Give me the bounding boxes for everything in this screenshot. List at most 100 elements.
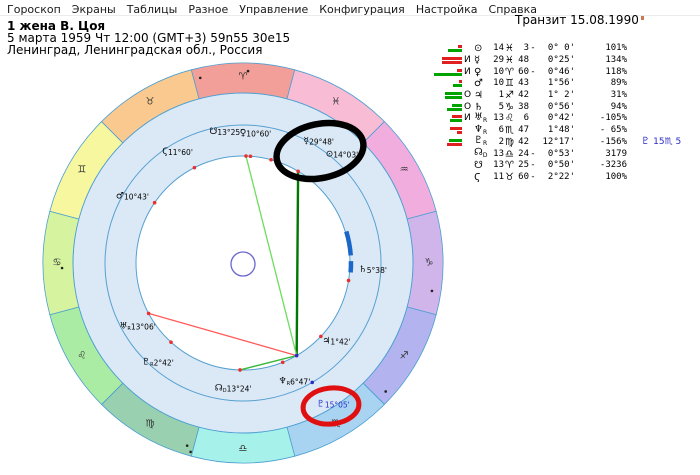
planet-marker-north-node [238,368,242,372]
separator: - [530,43,536,54]
menu-item-таблицы[interactable]: Таблицы [126,3,178,16]
degree-value: 6 [498,125,504,136]
degree-dot [246,69,250,73]
orb-value: 0°25' [547,55,575,66]
planet-marker-venus [248,154,253,159]
orb-value: 1°48' [547,125,575,136]
north-node-icon: ☊D [474,147,488,160]
aspect-row-saturn[interactable]: О ♄ 5 ♑ 38 0°56' 94% [434,101,681,113]
chart-title: 1 жена В. Цоя [7,19,106,33]
orb-value: 0°53' [547,148,575,159]
menu-item-гороскоп[interactable]: Гороскоп [7,3,61,16]
menu-item-экраны[interactable]: Экраны [71,3,116,16]
black-highlight-ellipse [273,119,367,183]
cancer-glyph: ♋ [53,258,62,269]
degree-dot [189,450,192,454]
aspect-row-north-node[interactable]: ☊D 13 ♎ 24-0°53' 3179 [434,147,681,160]
strength-value: 94% [610,101,627,112]
planet-label-saturn[interactable]: ♄5°38' [359,265,387,275]
aspect-letter: О [464,90,472,101]
sign-icon: ♓ [505,43,514,55]
pisces-glyph: ♓ [332,96,341,107]
degree-dot [384,390,387,393]
menu-item-настройка[interactable]: Настройка [415,3,478,16]
planet-label-south-node[interactable]: ☋13°25' [209,127,242,137]
aspect-row-mercury[interactable]: И ☿ 29 ♓ 48 0°25' 134% [434,55,681,67]
planet-label-mercury[interactable]: ☿29°48' [304,137,334,147]
degree-dot [430,289,434,293]
aries-glyph: ♈ [239,72,248,83]
planet-marker-pluto-transit [294,353,299,358]
aquarius-glyph: ♒ [400,165,409,176]
planet-marker-mercury [269,157,273,162]
strength-bars [434,57,462,65]
sign-icon: ♊ [505,78,514,90]
pluto-icon: ♇R [474,135,488,148]
sign-icon: ♈ [505,66,514,78]
planet-label-jupiter[interactable]: ♃1°42' [322,336,350,346]
aspect-row-neptune[interactable]: ♆R 6 ♏ 47 1°48' - 65% [434,124,681,137]
planet-marker-uranus [146,311,151,316]
orb-value: 1° 2' [547,90,575,101]
aspect-row-pluto[interactable]: ♇R 2 ♍ 42 12°17' -156% ♇ 15♏ 5 [434,135,682,149]
planet-label-pluto[interactable]: ♇R2°42' [142,358,174,369]
saturn-icon: ♄ [474,101,483,113]
menu-bar: Гороскоп Экраны Таблицы Разное Управление Кон… [7,3,537,16]
blue-arc-marker [344,230,353,256]
orb-value: 0°56' [547,101,575,112]
minute-value: 42 [518,136,529,147]
degree-value: 11 [493,171,504,182]
sagittarius-glyph: ♐ [400,351,409,362]
orb-value: 0°50' [547,160,575,171]
aspect-row-sun[interactable]: ⊙ 14 ♓ 3-0° 0' 101% [434,43,681,55]
menu-item-управление[interactable]: Управление [239,3,309,16]
aspect-row-uranus[interactable]: И ♅R 13 ♌ 6 0°42' -105% [434,112,681,125]
aspect-line [239,354,297,371]
sign-icon: ♑ [505,101,514,113]
virgo-glyph: ♍ [146,419,155,430]
sign-icon: ♓ [505,55,514,67]
sign-icon: ♉ [505,171,514,183]
planet-label-uranus[interactable]: ♅R13°06' [119,321,155,332]
degree-dot [198,76,202,80]
sign-icon: ♌ [505,113,514,125]
aspect-row-jupiter[interactable]: О ♃ 1 ♐ 42 1° 2' 31% [434,90,681,102]
minute-value: 60 [518,66,529,77]
aspect-row-venus[interactable]: И ♀ 10 ♈ 60-0°46' 118% [434,66,681,78]
planet-label-sun[interactable]: ⊙14°03' [326,149,358,159]
aspect-row-south-node[interactable]: ☋ 13 ♈ 25-0°50' -3236 [434,160,681,172]
planet-marker-saturn [346,278,351,283]
aspect-line [295,171,300,356]
strength-value: 134% [605,55,627,66]
aspect-row-chiron[interactable]: Ϛ 11 ♉ 60-2°22' 100% [434,172,681,184]
menu-item-конфигурация[interactable]: Конфигурация [319,3,405,16]
strength-value: 100% [605,171,627,182]
minute-value: 25 [518,160,529,171]
minute-value: 38 [518,101,529,112]
sun-icon: ⊙ [474,43,483,55]
menu-item-справка[interactable]: Справка [488,3,537,16]
menu-separator [0,15,700,16]
planet-label-neptune[interactable]: ♆R6°47' [279,376,311,387]
mid-ring-border [104,124,382,402]
minute-value: 60 [518,171,529,182]
minute-value: 47 [518,125,529,136]
strength-value: - 65% [599,125,627,136]
planet-label-north-node[interactable]: ☊D13°24' [215,384,252,395]
sign-icon: ♎ [505,148,514,160]
planet-label-chiron[interactable]: Ϛ11°60' [162,147,193,157]
jupiter-icon: ♃ [474,90,483,102]
menu-item-разное[interactable]: Разное [188,3,229,16]
orb-value: 0°46' [547,66,575,77]
aspect-letter: И [464,113,471,124]
planet-label-mars[interactable]: ♂10°43' [116,192,149,202]
libra-glyph: ♎ [239,444,248,455]
planet-marker-chiron [192,165,197,170]
planet-label-pluto-transit[interactable]: ♇15°05' [317,400,350,410]
transit-pluto-note: ♇ 15♏ 5 [641,136,682,148]
planet-label-venus[interactable]: ♀10°60' [240,129,272,139]
zodiac-sign-taurus[interactable] [101,69,200,144]
strength-bars [434,80,462,88]
aspect-row-mars[interactable]: ♂ 10 ♊ 43 1°56' 89% [434,78,681,90]
